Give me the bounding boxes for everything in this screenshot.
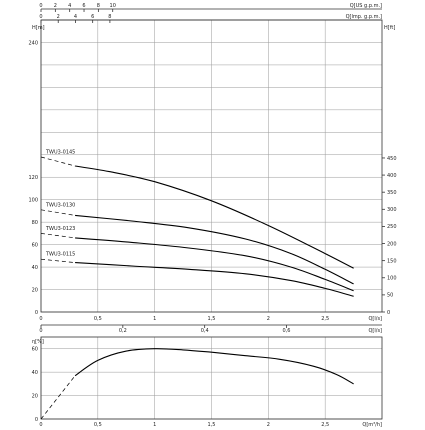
top-impgpm-tick-label: 4 xyxy=(74,14,77,20)
efficiency-x-tick-label: 1,5 xyxy=(208,422,216,428)
efficiency-y-ticks: 0 20 40 60 xyxy=(32,347,38,423)
head-x-tick-label: 0,5 xyxy=(94,316,102,322)
head-y-label: H[m] xyxy=(32,25,45,31)
efficiency-chart: 0 20 40 60 0 0,5 1 1,5 2 2,5 η[%] Q[m³/h] xyxy=(32,336,383,428)
efficiency-curves xyxy=(40,348,354,420)
head-curve xyxy=(75,214,354,285)
efficiency-x-tick-label: 0 xyxy=(39,422,42,428)
mid-axis-tick-label: 0,6 xyxy=(283,328,291,334)
head-x-ticks: 0 0,5 1 1,5 2 2,5 xyxy=(39,316,329,322)
head-ft-tick-label: 400 xyxy=(387,173,397,179)
mid-axis-tick-label: 0,2 xyxy=(119,328,127,334)
head-ft-tick-label: 150 xyxy=(387,258,397,264)
top-impgpm-tick-label: 0 xyxy=(39,14,42,20)
efficiency-y-tick-label: 40 xyxy=(32,370,38,376)
efficiency-y-label: η[%] xyxy=(32,339,44,345)
top-usgpm-ticks: 0 2 4 6 8 10 xyxy=(39,3,116,12)
top-impgpm-tick-label: 6 xyxy=(91,14,94,20)
head-y-tick-label: 40 xyxy=(32,265,38,271)
top-usgpm-label: Q[US g.p.m.] xyxy=(350,3,382,9)
head-curve xyxy=(75,237,354,292)
head-ft-tick-label: 250 xyxy=(387,224,397,230)
efficiency-x-label: Q[m³/h] xyxy=(362,422,382,428)
head-curve-dashed-segment xyxy=(40,209,76,216)
mid-axis-ticks: 0 0,2 0,4 0,6 xyxy=(39,325,290,334)
head-y-tick-label: 80 xyxy=(32,220,38,226)
top-impgpm-label: Q[lmp. g.p.m.] xyxy=(346,14,382,20)
head-curve xyxy=(75,262,354,297)
head-y-tick-label: 60 xyxy=(32,242,38,248)
head-y-tick-label: 120 xyxy=(28,175,38,181)
head-y-tick-label: 240 xyxy=(28,40,38,46)
head-chart-grid xyxy=(40,20,382,313)
top-usgpm-tick-label: 0 xyxy=(39,3,42,9)
head-curve-label: TWU3-0123 xyxy=(45,226,75,232)
head-x-tick-label: 0 xyxy=(39,316,42,322)
top-impgpm-tick-label: 2 xyxy=(57,14,60,20)
head-y-ticks: 0 20 40 60 80 100 120 240 xyxy=(28,40,38,316)
mid-axis-tick-label: 0,4 xyxy=(201,328,209,334)
head-chart-frame xyxy=(40,19,383,313)
top-usgpm-tick-label: 6 xyxy=(82,3,85,9)
head-x-tick-label: 1,5 xyxy=(208,316,216,322)
head-y-tick-label: 0 xyxy=(35,310,38,316)
head-ft-ticks: 0 50 100 150 200 250 300 350 400 450 xyxy=(382,156,397,316)
head-curve-label: TWU3-0130 xyxy=(45,202,75,208)
efficiency-x-tick-label: 0,5 xyxy=(94,422,102,428)
mid-axis-tick-label: 0 xyxy=(39,328,42,334)
head-ft-tick-label: 450 xyxy=(387,156,397,162)
head-x-label: Q[l/s] xyxy=(368,316,382,322)
efficiency-x-tick-label: 2 xyxy=(267,422,270,428)
top-impgpm-ticks: 0 2 4 6 8 xyxy=(39,14,111,23)
head-curve-label: TWU3-0145 xyxy=(45,150,75,156)
mid-axis: 0 0,2 0,4 0,6 Q[l/s] xyxy=(39,324,382,334)
head-y-tick-label: 20 xyxy=(32,287,38,293)
efficiency-y-tick-label: 20 xyxy=(32,393,38,399)
head-curve-dashed-segment xyxy=(40,258,76,263)
head-curve xyxy=(75,165,354,269)
head-ft-tick-label: 300 xyxy=(387,207,397,213)
top-usgpm-tick-label: 2 xyxy=(54,3,57,9)
head-curve-labels: TWU3-0145 TWU3-0130 TWU3-0123 TWU3-0115 xyxy=(45,150,75,258)
efficiency-x-tick-label: 2,5 xyxy=(321,422,329,428)
efficiency-curve xyxy=(74,348,354,385)
head-curve-dashed-segment xyxy=(40,233,76,239)
head-ft-label: H[ft] xyxy=(384,25,395,31)
head-ft-tick-label: 50 xyxy=(387,293,393,299)
top-usgpm-tick-label: 4 xyxy=(68,3,71,9)
efficiency-curve-dashed-segment xyxy=(40,375,76,420)
efficiency-chart-frame xyxy=(40,336,383,420)
head-x-tick-label: 2 xyxy=(267,316,270,322)
head-x-tick-label: 2,5 xyxy=(321,316,329,322)
efficiency-y-tick-label: 60 xyxy=(32,347,38,353)
head-ft-tick-label: 200 xyxy=(387,241,397,247)
head-ft-tick-label: 350 xyxy=(387,190,397,196)
efficiency-x-tick-label: 1 xyxy=(153,422,156,428)
head-ft-tick-label: 0 xyxy=(387,310,390,316)
efficiency-x-ticks: 0 0,5 1 1,5 2 2,5 xyxy=(39,422,329,428)
head-curve-label: TWU3-0115 xyxy=(45,252,75,258)
head-x-tick-label: 1 xyxy=(153,316,156,322)
head-ft-tick-label: 100 xyxy=(387,276,397,282)
top-usgpm-tick-label: 10 xyxy=(110,3,116,9)
efficiency-y-tick-label: 0 xyxy=(35,417,38,423)
head-y-tick-label: 100 xyxy=(28,197,38,203)
top-usgpm-tick-label: 8 xyxy=(97,3,100,9)
head-curves xyxy=(40,156,354,297)
head-curve-dashed-segment xyxy=(40,156,76,167)
efficiency-chart-grid xyxy=(40,337,382,420)
mid-axis-label: Q[l/s] xyxy=(368,328,382,334)
top-impgpm-tick-label: 8 xyxy=(108,14,111,20)
